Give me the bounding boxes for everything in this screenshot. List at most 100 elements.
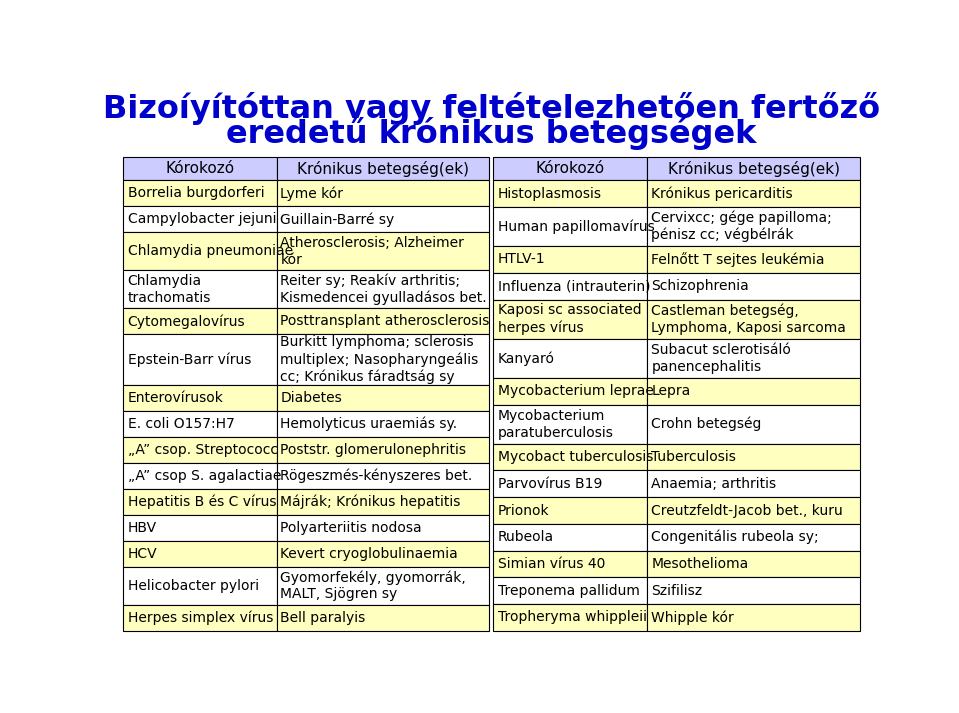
Bar [647,497,860,524]
Text: Polyarteriitis nodosa: Polyarteriitis nodosa [280,520,422,535]
Text: Bizoíyítóttan vagy feltételezhetően fertőző: Bizoíyítóttan vagy feltételezhetően fert… [103,92,880,125]
Bar [494,550,647,578]
Text: Kórokozó: Kórokozó [165,161,234,176]
Text: Castleman betegség,
Lymphoma, Kaposi sarcoma: Castleman betegség, Lymphoma, Kaposi sar… [651,304,846,335]
Bar [276,206,489,232]
Text: Anaemia; arthritis: Anaemia; arthritis [651,477,777,491]
Bar [123,605,276,631]
Text: Borrelia burgdorferi: Borrelia burgdorferi [128,186,265,200]
Bar [494,443,647,471]
Bar [123,309,276,334]
Text: Diabetes: Diabetes [280,391,342,405]
Text: Campylobacter jejuni: Campylobacter jejuni [128,212,276,226]
Text: Mycobacterium leprae: Mycobacterium leprae [498,384,654,399]
Bar [123,270,276,309]
Bar [276,515,489,540]
Bar [647,443,860,471]
Text: Krónikus betegség(ek): Krónikus betegség(ek) [667,160,840,177]
Text: Whipple kór: Whipple kór [651,610,734,625]
Bar [276,436,489,463]
Bar [123,385,276,411]
Bar [494,497,647,524]
Bar [123,515,276,540]
Bar [647,550,860,578]
Bar [123,567,276,605]
Text: Tuberculosis: Tuberculosis [651,450,737,464]
Text: Lepra: Lepra [651,384,690,399]
Bar [276,463,489,488]
Bar [494,578,647,604]
Bar [276,540,489,567]
Text: Creutzfeldt-Jacob bet., kuru: Creutzfeldt-Jacob bet., kuru [651,503,843,518]
Bar [123,488,276,515]
Text: Congenitális rubeola sy;: Congenitális rubeola sy; [651,530,819,545]
Bar [494,339,647,378]
Text: eredetű krónikus betegségek: eredetű krónikus betegségek [226,117,757,150]
Bar [494,207,647,246]
Bar [647,207,860,246]
Text: Parvovírus B19: Parvovírus B19 [498,477,602,491]
Bar [647,471,860,497]
Bar [276,385,489,411]
Bar [494,273,647,299]
Bar [647,578,860,604]
Text: Mycobact tuberculosis: Mycobact tuberculosis [498,450,653,464]
Bar [123,411,276,436]
Bar [647,604,860,631]
Text: Gyomorfekély, gyomorrák,
MALT, Sjögren sy: Gyomorfekély, gyomorrák, MALT, Sjögren s… [280,570,466,601]
Text: Reiter sy; Reakív arthritis;
Kismedencei gyulladásos bet.: Reiter sy; Reakív arthritis; Kismedencei… [280,274,487,305]
Bar [276,309,489,334]
Text: Herpes simplex vírus: Herpes simplex vírus [128,610,273,625]
Bar [647,157,860,180]
Bar [123,540,276,567]
Text: Poststr. glomerulonephritis: Poststr. glomerulonephritis [280,443,466,456]
Text: Enterovírusok: Enterovírusok [128,391,223,405]
Text: Kórokozó: Kórokozó [536,161,605,176]
Text: Helicobacter pylori: Helicobacter pylori [128,579,259,593]
Bar [123,180,276,206]
Text: E. coli O157:H7: E. coli O157:H7 [128,416,234,431]
Text: Simian vírus 40: Simian vírus 40 [498,557,605,571]
Text: Crohn betegség: Crohn betegség [651,417,761,431]
Text: Bell paralyis: Bell paralyis [280,611,365,625]
Text: Kevert cryoglobulinaemia: Kevert cryoglobulinaemia [280,547,458,560]
Text: Májrák; Krónikus hepatitis: Májrák; Krónikus hepatitis [280,494,461,509]
Bar [494,157,647,180]
Text: Krónikus betegség(ek): Krónikus betegség(ek) [296,160,469,177]
Text: Influenza (intrauterin): Influenza (intrauterin) [498,279,650,293]
Text: Felnőtt T sejtes leukémia: Felnőtt T sejtes leukémia [651,252,825,267]
Bar [123,334,276,385]
Text: Kaposi sc associated
herpes vírus: Kaposi sc associated herpes vírus [498,304,642,335]
Bar [276,157,489,180]
Text: Tropheryma whippleii: Tropheryma whippleii [498,610,647,625]
Text: Hepatitis B és C vírus: Hepatitis B és C vírus [128,494,276,509]
Text: Lyme kór: Lyme kór [280,186,343,200]
Text: Rögeszmés-kényszeres bet.: Rögeszmés-kényszeres bet. [280,468,473,483]
Text: Chlamydia
trachomatis: Chlamydia trachomatis [128,274,211,304]
Bar [494,299,647,339]
Text: Subacut sclerotisáló
panencephalitis: Subacut sclerotisáló panencephalitis [651,343,791,374]
Text: HCV: HCV [128,547,157,560]
Text: Prionok: Prionok [498,503,550,518]
Bar [647,273,860,299]
Bar [276,180,489,206]
Text: Guillain-Barré sy: Guillain-Barré sy [280,212,395,227]
Text: Kanyaró: Kanyaró [498,351,555,366]
Text: Hemolyticus uraemiás sy.: Hemolyticus uraemiás sy. [280,416,457,431]
Text: Rubeola: Rubeola [498,530,554,544]
Bar [494,404,647,443]
Text: Treponema pallidum: Treponema pallidum [498,584,640,597]
Bar [647,339,860,378]
Text: Krónikus pericarditis: Krónikus pericarditis [651,186,793,201]
Bar [123,436,276,463]
Bar [494,180,647,207]
Text: Human papillomavírus: Human papillomavírus [498,220,655,234]
Text: „A” csop S. agalactiae: „A” csop S. agalactiae [128,468,281,483]
Text: Posttransplant atherosclerosis: Posttransplant atherosclerosis [280,314,490,329]
Text: Mesothelioma: Mesothelioma [651,557,749,571]
Text: Mycobacterium
paratuberculosis: Mycobacterium paratuberculosis [498,409,614,440]
Bar [494,471,647,497]
Bar [123,157,276,180]
Text: Szifilisz: Szifilisz [651,584,702,597]
Text: Atherosclerosis; Alzheimer
kór: Atherosclerosis; Alzheimer kór [280,236,464,267]
